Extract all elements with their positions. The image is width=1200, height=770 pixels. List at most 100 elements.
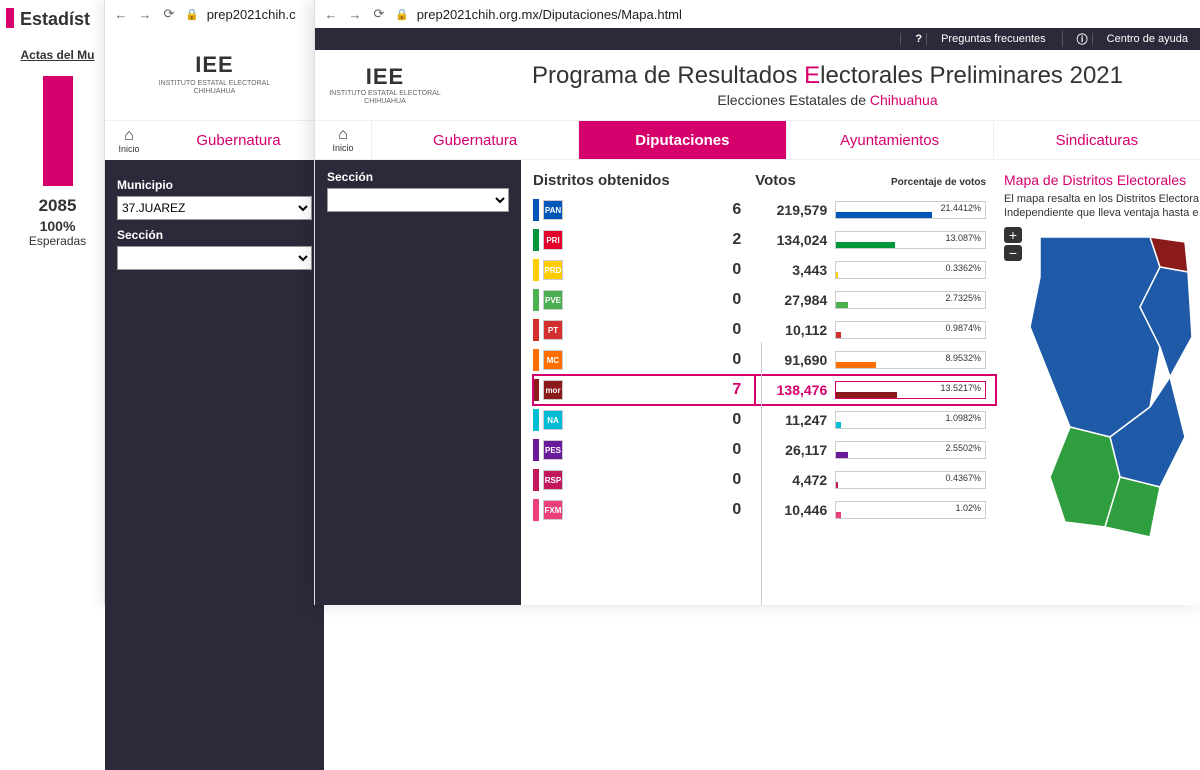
reload-icon[interactable]: ⟳	[161, 6, 177, 22]
municipio-select[interactable]: 37.JUAREZ	[117, 196, 312, 220]
actas-pct: 100%	[0, 218, 115, 234]
party-row[interactable]: PT 0	[533, 315, 755, 345]
forward-icon[interactable]: →	[137, 6, 153, 22]
back-icon[interactable]: ←	[113, 6, 129, 22]
party-votes: 3,443	[755, 262, 835, 278]
party-row[interactable]: PAN 6	[533, 195, 755, 225]
party-districts: 0	[732, 411, 755, 429]
party-logo: FXM	[543, 500, 563, 520]
page-header: IEE INSTITUTO ESTATAL ELECTORAL CHIHUAHU…	[315, 50, 1200, 120]
party-pct: 13.5217%	[940, 383, 981, 393]
party-logo: NA	[543, 410, 563, 430]
tab-diputaciones[interactable]: Diputaciones	[578, 121, 785, 159]
map-area[interactable]: + −	[1004, 227, 1200, 570]
distritos-header: Distritos obtenidos	[533, 172, 755, 195]
page-title: Programa de Resultados Electorales Preli…	[455, 62, 1200, 90]
reload-icon[interactable]: ⟳	[371, 6, 387, 22]
party-votes: 27,984	[755, 292, 835, 308]
party-votes-row[interactable]: 4,472 0.4367%	[755, 465, 996, 495]
seccion-select-1[interactable]	[117, 246, 312, 270]
forward-icon[interactable]: →	[347, 6, 363, 22]
porcentaje-header: Porcentaje de votos	[891, 177, 996, 188]
party-logo: mor	[543, 380, 563, 400]
party-votes: 4,472	[755, 472, 835, 488]
party-votes-row[interactable]: 91,690 8.9532%	[755, 345, 996, 375]
tab-ayuntamientos[interactable]: Ayuntamientos	[786, 121, 993, 159]
address-bar-1: ← → ⟳ 🔒 prep2021chih.c	[105, 0, 324, 28]
actas-esperadas: Esperadas	[0, 234, 115, 248]
zoom-in-button[interactable]: +	[1004, 227, 1022, 243]
party-pct-bar: 2.7325%	[835, 291, 986, 309]
party-votes-row[interactable]: 138,476 13.5217%	[755, 375, 996, 405]
party-districts: 0	[732, 471, 755, 489]
party-votes-row[interactable]: 11,247 1.0982%	[755, 405, 996, 435]
party-votes-row[interactable]: 10,112 0.9874%	[755, 315, 996, 345]
utility-bar: ?Preguntas frecuentes ⓘCentro de ayuda	[315, 28, 1200, 50]
party-votes: 138,476	[755, 382, 835, 398]
party-color-stripe	[533, 199, 539, 221]
party-pct-bar: 2.5502%	[835, 441, 986, 459]
browser-window-2: ← → ⟳ 🔒 prep2021chih.org.mx/Diputaciones…	[314, 0, 1200, 605]
party-color-stripe	[533, 229, 539, 251]
party-row[interactable]: FXM 0	[533, 495, 755, 525]
party-row[interactable]: PRD 0	[533, 255, 755, 285]
party-row[interactable]: NA 0	[533, 405, 755, 435]
seccion-label-1: Sección	[117, 228, 312, 242]
stats-strip: Estadíst Actas del Mu 2085 100% Esperada…	[0, 0, 115, 605]
home-icon: ⌂	[105, 128, 153, 144]
party-row[interactable]: PRI 2	[533, 225, 755, 255]
faq-link[interactable]: ?Preguntas frecuentes	[900, 33, 1045, 45]
iee-logo-1: IEE INSTITUTO ESTATAL ELECTORAL CHIHUAHU…	[105, 28, 324, 120]
party-row[interactable]: mor 7	[533, 375, 755, 405]
info-icon: ⓘ	[1077, 31, 1088, 47]
party-votes-row[interactable]: 27,984 2.7325%	[755, 285, 996, 315]
tab-gubernatura[interactable]: Gubernatura	[371, 121, 578, 159]
url-text-1[interactable]: prep2021chih.c	[207, 7, 316, 22]
actas-bar	[43, 76, 73, 186]
party-pct-bar: 13.5217%	[835, 381, 986, 399]
actas-link[interactable]: Actas del Mu	[0, 34, 115, 64]
lock-icon: 🔒	[395, 8, 409, 21]
party-row[interactable]: PES 0	[533, 435, 755, 465]
url-text-2[interactable]: prep2021chih.org.mx/Diputaciones/Mapa.ht…	[417, 7, 1192, 22]
home-icon: ⌂	[338, 127, 348, 143]
party-districts: 0	[732, 501, 755, 519]
party-votes-row[interactable]: 3,443 0.3362%	[755, 255, 996, 285]
party-votes-row[interactable]: 219,579 21.4412%	[755, 195, 996, 225]
party-row[interactable]: MC 0	[533, 345, 755, 375]
party-pct-bar: 8.9532%	[835, 351, 986, 369]
party-votes: 10,112	[755, 322, 835, 338]
party-row[interactable]: RSP 0	[533, 465, 755, 495]
party-logo: PAN	[543, 200, 563, 220]
party-votes-row[interactable]: 10,446 1.02%	[755, 495, 996, 525]
party-votes: 10,446	[755, 502, 835, 518]
party-pct: 8.9532%	[945, 353, 981, 363]
seccion-select-2[interactable]	[327, 188, 509, 212]
help-icon: ?	[915, 33, 922, 45]
party-votes: 219,579	[755, 202, 835, 218]
party-pct: 0.3362%	[945, 263, 981, 273]
party-pct: 13.087%	[945, 233, 981, 243]
party-districts: 7	[732, 381, 755, 399]
party-pct-bar: 0.4367%	[835, 471, 986, 489]
party-row[interactable]: PVE 0	[533, 285, 755, 315]
browser-window-1: ← → ⟳ 🔒 prep2021chih.c IEE INSTITUTO EST…	[104, 0, 324, 605]
party-districts: 2	[732, 231, 755, 249]
party-color-stripe	[533, 349, 539, 371]
party-pct-bar: 21.4412%	[835, 201, 986, 219]
home-button-1[interactable]: ⌂ Inicio	[105, 128, 153, 154]
tab-gubernatura-1[interactable]: Gubernatura	[153, 132, 324, 149]
back-icon[interactable]: ←	[323, 6, 339, 22]
filter-panel-1: Municipio 37.JUAREZ Sección	[105, 160, 324, 770]
home-button-2[interactable]: ⌂ Inicio	[315, 121, 371, 159]
tab-sindicaturas[interactable]: Sindicaturas	[993, 121, 1200, 159]
party-color-stripe	[533, 289, 539, 311]
party-color-stripe	[533, 379, 539, 401]
party-color-stripe	[533, 409, 539, 431]
help-link[interactable]: ⓘCentro de ayuda	[1062, 31, 1188, 47]
party-votes-row[interactable]: 134,024 13.087%	[755, 225, 996, 255]
map-region[interactable]	[1030, 237, 1160, 437]
party-votes-row[interactable]: 26,117 2.5502%	[755, 435, 996, 465]
zoom-out-button[interactable]: −	[1004, 245, 1022, 261]
districts-map[interactable]	[1010, 227, 1200, 567]
